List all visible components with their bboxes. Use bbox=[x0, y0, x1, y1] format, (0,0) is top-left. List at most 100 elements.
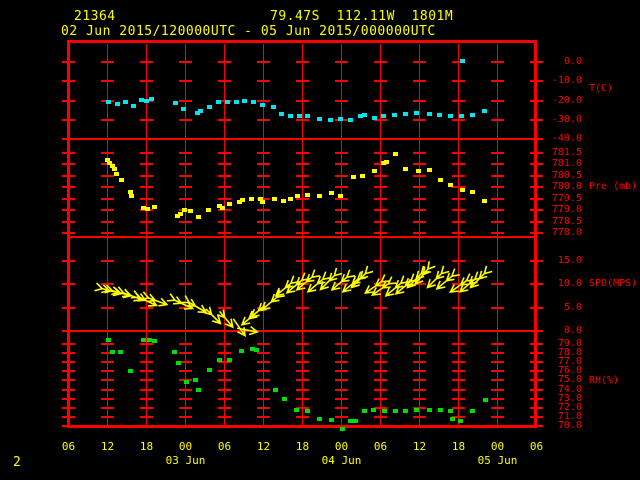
grid-tick bbox=[218, 99, 231, 102]
grid-tick bbox=[140, 397, 153, 400]
grid-tick bbox=[62, 232, 75, 234]
grid-tick bbox=[179, 163, 192, 166]
grid-tick bbox=[530, 425, 543, 427]
grid-tick bbox=[62, 174, 75, 177]
grid-tick bbox=[491, 138, 504, 140]
grid-tick bbox=[413, 163, 426, 166]
data-point-temperature bbox=[225, 99, 231, 104]
data-point-humidity bbox=[216, 358, 222, 363]
grid-tick bbox=[179, 283, 192, 286]
grid-tick bbox=[530, 163, 543, 166]
grid-tick bbox=[179, 260, 192, 262]
wind-barb-icon bbox=[166, 293, 194, 310]
grid-tick bbox=[335, 152, 348, 154]
grid-tick bbox=[335, 343, 348, 345]
data-point-pressure bbox=[111, 167, 117, 171]
grid-tick bbox=[101, 197, 114, 200]
grid-tick bbox=[530, 397, 543, 400]
data-point-temperature bbox=[216, 100, 222, 105]
x-date-label: 04 Jun bbox=[321, 454, 362, 467]
y-tick-label: 71.0 bbox=[557, 410, 582, 422]
grid-tick bbox=[413, 209, 426, 212]
wind-barb-icon bbox=[319, 267, 343, 291]
x-tick-label: 18 bbox=[451, 440, 466, 453]
data-point-temperature bbox=[361, 112, 367, 117]
y-tick-label: 781.0 bbox=[551, 158, 582, 170]
wind-barb-icon bbox=[384, 274, 409, 297]
data-point-pressure bbox=[177, 211, 183, 216]
grid-tick bbox=[140, 61, 153, 63]
grid-tick bbox=[179, 220, 192, 223]
grid-tick bbox=[101, 118, 114, 121]
grid-tick bbox=[491, 306, 504, 309]
y-tick-label: 70.0 bbox=[557, 420, 582, 431]
grid-tick bbox=[62, 379, 75, 382]
grid-tick bbox=[452, 370, 465, 373]
grid-tick bbox=[218, 406, 231, 409]
grid-tick bbox=[374, 220, 387, 223]
grid-tick bbox=[218, 138, 231, 140]
data-point-pressure bbox=[174, 213, 180, 218]
y-tick-label: -10.0 bbox=[551, 75, 582, 87]
grid-vline bbox=[458, 44, 459, 426]
grid-tick bbox=[101, 209, 114, 212]
y-tick-label: 781.5 bbox=[551, 147, 582, 158]
grid-tick bbox=[530, 80, 543, 83]
grid-tick bbox=[452, 197, 465, 200]
grid-tick bbox=[62, 352, 75, 355]
grid-tick bbox=[140, 283, 153, 286]
data-point-pressure bbox=[236, 200, 242, 205]
grid-tick bbox=[374, 209, 387, 212]
grid-tick bbox=[62, 152, 75, 154]
data-point-temperature bbox=[260, 102, 266, 107]
data-point-humidity bbox=[249, 347, 255, 352]
data-point-temperature bbox=[357, 114, 363, 119]
data-point-pressure bbox=[437, 178, 443, 183]
grid-tick bbox=[218, 397, 231, 400]
grid-tick bbox=[218, 80, 231, 83]
data-point-pressure bbox=[216, 203, 222, 208]
data-point-humidity bbox=[361, 408, 367, 413]
station-id: 21364 bbox=[74, 9, 116, 24]
grid-tick bbox=[335, 197, 348, 200]
y-tick-label: 0.0 bbox=[563, 56, 582, 67]
wind-barb-icon bbox=[330, 269, 355, 292]
data-point-humidity bbox=[304, 408, 310, 413]
grid-tick bbox=[62, 209, 75, 212]
data-point-pressure bbox=[227, 202, 233, 207]
grid-tick bbox=[140, 80, 153, 83]
data-point-pressure bbox=[257, 196, 263, 201]
grid-tick bbox=[452, 415, 465, 418]
grid-tick bbox=[374, 118, 387, 121]
grid-tick bbox=[257, 232, 270, 234]
data-point-humidity bbox=[110, 350, 116, 355]
data-point-temperature bbox=[392, 112, 398, 117]
grid-tick bbox=[491, 425, 504, 427]
grid-tick bbox=[140, 361, 153, 364]
grid-tick bbox=[296, 388, 309, 391]
grid-tick bbox=[257, 388, 270, 391]
grid-tick bbox=[140, 163, 153, 166]
grid-tick bbox=[101, 220, 114, 223]
x-tick-label: 18 bbox=[139, 440, 154, 453]
grid-tick bbox=[296, 186, 309, 189]
grid-tick bbox=[179, 306, 192, 309]
grid-tick bbox=[335, 174, 348, 177]
grid-tick bbox=[296, 260, 309, 262]
grid-tick bbox=[218, 260, 231, 262]
grid-tick bbox=[491, 99, 504, 102]
grid-tick bbox=[530, 118, 543, 121]
grid-tick bbox=[62, 99, 75, 102]
data-point-pressure bbox=[188, 209, 194, 214]
data-point-humidity bbox=[184, 380, 190, 385]
y-tick-label: 73.0 bbox=[557, 392, 582, 404]
grid-tick bbox=[530, 232, 543, 234]
grid-tick bbox=[179, 397, 192, 400]
data-point-pressure bbox=[383, 160, 389, 165]
data-point-temperature bbox=[426, 112, 432, 117]
grid-tick bbox=[491, 163, 504, 166]
grid-tick bbox=[101, 406, 114, 409]
grid-tick bbox=[374, 361, 387, 364]
